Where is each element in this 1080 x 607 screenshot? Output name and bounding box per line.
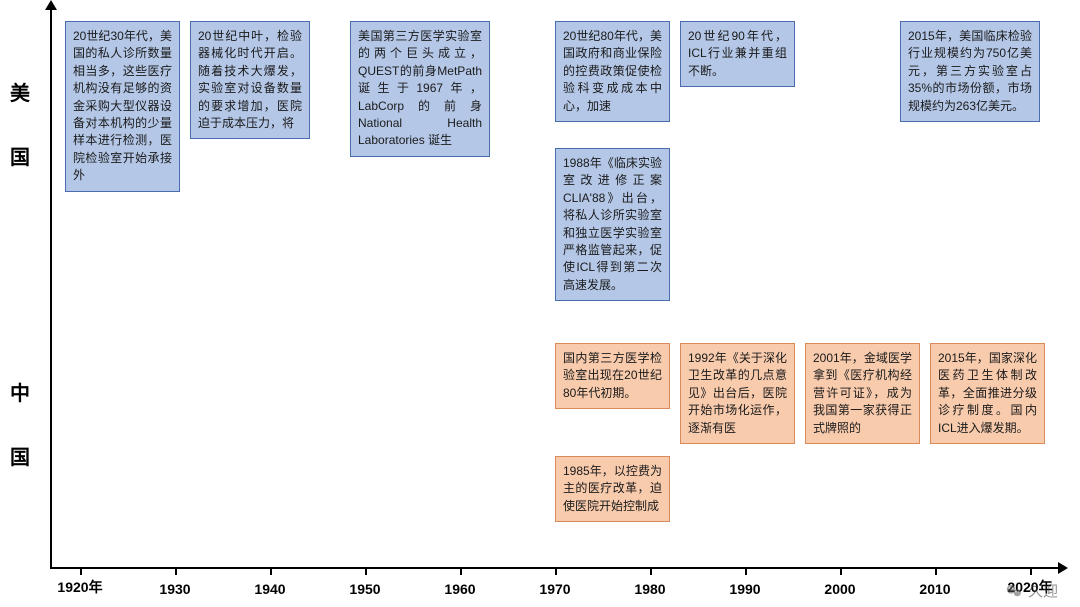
box-cn-1992: 1992年《关于深化卫生改革的几点意见》出台后，医院开始市场化运作，逐渐有医 [680,343,795,444]
y-label-us-char1: 美国 [10,83,30,169]
x-tick-label: 2010 [919,581,950,597]
wechat-icon [1004,581,1024,601]
x-tick-label: 2000 [824,581,855,597]
box-us-1930: 20世纪30年代，美国的私人诊所数量相当多，这些医疗机构没有足够的资金采购大型仪… [65,21,180,192]
y-axis-line [50,8,52,569]
x-tick [935,567,937,575]
box-us-1967: 美国第三方医学实验室的两个巨头成立，QUEST的前身MetPath诞生于1967… [350,21,490,157]
x-tick [365,567,367,575]
x-tick [460,567,462,575]
watermark-text: 久迎 [1028,580,1058,601]
box-us-1988: 1988年《临床实验室改进修正案CLIA'88》出台，将私人诊所实验室和独立医学… [555,148,670,301]
x-tick [270,567,272,575]
x-tick [650,567,652,575]
x-axis-arrow [1058,562,1068,574]
x-tick-label: 1920年 [57,577,102,597]
x-tick-label: 1980 [634,581,665,597]
x-tick-label: 1930 [159,581,190,597]
box-us-1980: 20世纪80年代，美国政府和商业保险的控费政策促使检验科变成成本中心，加速 [555,21,670,122]
y-label-cn-char1: 中国 [10,383,30,469]
box-us-2015: 2015年，美国临床检验行业规模约为750亿美元，第三方实验室占35%的市场份额… [900,21,1040,122]
y-label-cn: 中国 [8,378,32,474]
box-cn-1980: 国内第三方医学检验室出现在20世纪80年代初期。 [555,343,670,409]
x-tick-label: 1970 [539,581,570,597]
box-cn-2015: 2015年，国家深化医药卫生体制改革，全面推进分级诊疗制度。国内ICL进入爆发期… [930,343,1045,444]
x-tick-label: 1940 [254,581,285,597]
timeline-chart: 美国 中国 1920年19301940195019601970198019902… [50,8,1060,569]
x-tick [80,567,82,575]
x-tick-label: 1990 [729,581,760,597]
x-tick [175,567,177,575]
x-tick [745,567,747,575]
box-cn-1985: 1985年，以控费为主的医疗改革，迫使医院开始控制成 [555,456,670,522]
x-tick [840,567,842,575]
x-tick [1030,567,1032,575]
x-tick-label: 1950 [349,581,380,597]
box-us-mid: 20世纪中叶，检验器械化时代开启。随着技术大爆发，实验室对设备数量的要求增加，医… [190,21,310,139]
watermark: 久迎 [1004,580,1058,601]
y-label-us: 美国 [8,78,32,174]
y-axis-arrow [45,0,57,10]
box-us-1990: 20世纪90年代，ICL行业兼并重组不断。 [680,21,795,87]
x-tick [555,567,557,575]
box-cn-2001: 2001年，金域医学拿到《医疗机构经营许可证》，成为我国第一家获得正式牌照的 [805,343,920,444]
x-tick-label: 1960 [444,581,475,597]
